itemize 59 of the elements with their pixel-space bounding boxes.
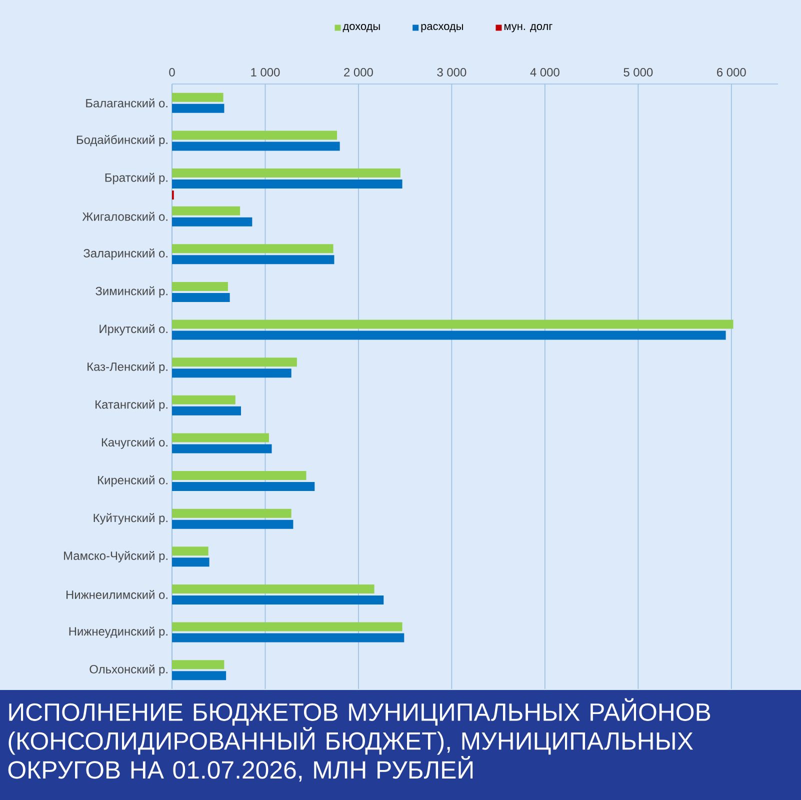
bar [172, 595, 384, 604]
bar [172, 104, 224, 113]
x-tick-label: 6 000 [717, 68, 746, 76]
bar [172, 395, 236, 404]
y-tick-label: Зиминский р. [96, 286, 168, 298]
bar [172, 660, 224, 670]
y-tick-label: Ольхонский р. [90, 664, 168, 676]
bar [172, 92, 224, 102]
bar [172, 142, 340, 151]
legend-label: мун. долг [504, 24, 552, 32]
bar [172, 358, 297, 367]
bar [172, 444, 272, 454]
text: ИСПОЛНЕНИЕ БЮДЖЕТОВ МУНИЦИПАЛЬНЫХ РАЙОНОВ (КОНСОЛИДИРОВАННЫЙ БЮДЖЕТ), МУНИЦИПАЛЬНЫХ ОКРУГОВ НА 01.07.2026, МЛН РУБЛЕЙ [8, 698, 710, 782]
bar [172, 633, 404, 642]
bar [172, 368, 292, 378]
bar [172, 320, 734, 329]
bar [172, 282, 228, 291]
bar [172, 520, 294, 529]
y-tick-label: Балаганский о. [86, 98, 168, 108]
y-tick-label: Жигаловский о. [82, 212, 168, 221]
y-tick-label: Киренский о. [98, 475, 168, 487]
bar [172, 558, 210, 567]
y-tick-label: Нижнеилимский о. [66, 590, 168, 599]
bar [172, 546, 208, 556]
bar [172, 406, 241, 416]
y-tick-label: Бодайбинский р. [76, 135, 168, 146]
bar [172, 168, 400, 178]
y-tick-label: Заларинский о. [84, 248, 168, 260]
y-tick-label: Каз-Ленский р. [88, 362, 168, 374]
y-tick-label: Иркутский о. [100, 324, 168, 336]
x-tick-label: 0 [169, 68, 175, 76]
legend-label: доходы [342, 24, 380, 32]
x-tick-label: 3 000 [437, 68, 466, 76]
bar [172, 433, 269, 442]
bar [172, 180, 402, 189]
x-tick-label: 5 000 [624, 68, 653, 76]
legend-label: расходы [421, 24, 463, 32]
y-tick-label: Мамско-Чуйский р. [64, 551, 168, 562]
bar [172, 482, 315, 492]
y-tick-label: Нижнеудинский р. [69, 626, 168, 638]
x-tick-label: 4 000 [530, 68, 560, 76]
y-tick-label: Куйтунский р. [94, 513, 168, 525]
bar [172, 330, 726, 340]
bar [172, 217, 252, 226]
bar [172, 508, 292, 518]
bar [172, 130, 338, 140]
bar [172, 584, 374, 594]
y-tick-label: Братский р. [105, 172, 168, 184]
y-tick-label: Катангский р. [96, 400, 168, 412]
x-tick-label: 2 000 [344, 68, 373, 76]
y-tick-label: Качугский о. [102, 438, 168, 449]
bar [172, 292, 230, 302]
bar [172, 255, 334, 264]
bar [172, 622, 402, 632]
bar [172, 244, 334, 254]
bar [172, 471, 306, 480]
x-tick-label: 1 000 [251, 68, 280, 76]
bar [172, 206, 240, 216]
bar [172, 671, 226, 680]
